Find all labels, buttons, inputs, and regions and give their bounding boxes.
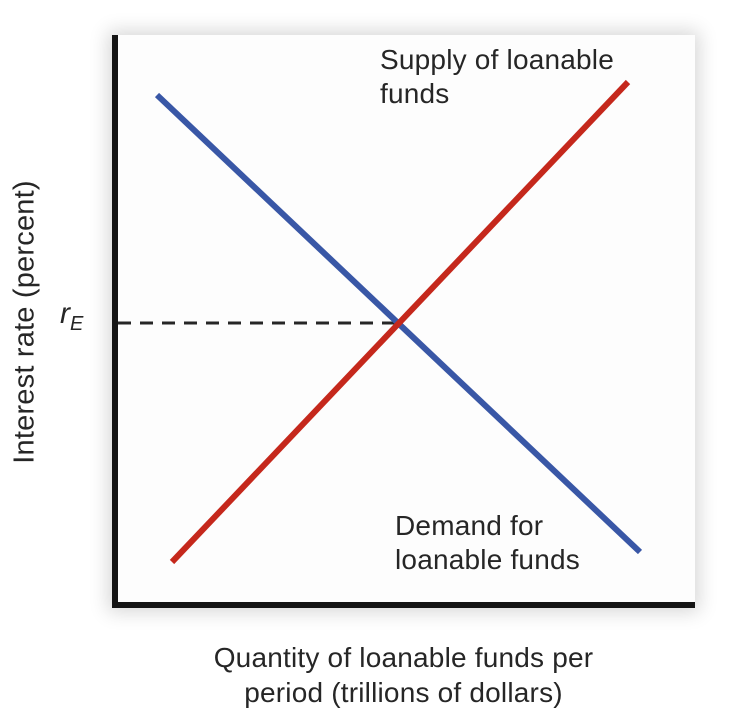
equilibrium-rate-subscript: E bbox=[70, 313, 84, 335]
y-axis-label: Interest rate (percent) bbox=[8, 180, 41, 464]
x-axis-label-line2: period (trillions of dollars) bbox=[244, 677, 563, 708]
equilibrium-rate-symbol: r bbox=[60, 297, 70, 330]
demand-curve-label-line1: Demand for bbox=[395, 510, 544, 541]
supply-curve bbox=[169, 79, 631, 565]
supply-curve-label-line2: funds bbox=[380, 78, 450, 110]
plot-area: Supply of loanable funds Demand for loan… bbox=[112, 35, 695, 608]
chart-canvas bbox=[118, 79, 643, 565]
equilibrium-rate-label: rE bbox=[60, 297, 83, 334]
x-axis-label-line1: Quantity of loanable funds per bbox=[213, 642, 594, 673]
x-axis-label: Quantity of loanable funds per period (t… bbox=[112, 640, 695, 710]
supply-curve-label: Supply of loanable funds bbox=[380, 43, 614, 111]
demand-curve-label: Demand for loanable funds bbox=[395, 509, 580, 577]
demand-curve-label-line2: loanable funds bbox=[395, 544, 580, 576]
supply-curve-label-line1: Supply of loanable bbox=[380, 44, 614, 75]
